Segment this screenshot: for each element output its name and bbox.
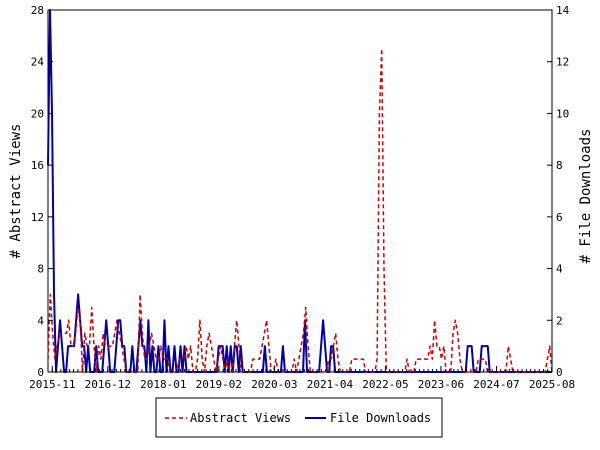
y-right-tick-label: 14	[556, 4, 570, 17]
y-right-tick-label: 2	[556, 314, 563, 327]
y-right-tick-label: 8	[556, 159, 563, 172]
y-right-tick-label: 12	[556, 56, 569, 69]
y-left-tick-label: 12	[31, 211, 44, 224]
legend-label-file-downloads: File Downloads	[330, 411, 431, 425]
x-tick-label: 2025-08	[529, 378, 575, 391]
series-line-file-downloads	[47, 9, 552, 373]
y-left-tick-label: 16	[31, 159, 44, 172]
y-left-tick-label: 8	[37, 263, 44, 276]
x-tick-label: 2016-12	[85, 378, 131, 391]
y-right-tick-label: 0	[556, 366, 563, 379]
y-axis-left-label: # Abstract Views	[8, 124, 24, 259]
x-tick-label: 2023-06	[418, 378, 464, 391]
x-tick-label: 2021-04	[307, 378, 354, 391]
x-tick-label: 2022-05	[362, 378, 408, 391]
y-axis-right: 0 2 4 6 8 10 12 14	[547, 4, 570, 379]
x-tick-label: 2019-02	[196, 378, 242, 391]
series-line-abstract-views	[47, 48, 553, 373]
y-left-tick-label: 0	[37, 366, 44, 379]
y-left-tick-label: 28	[31, 4, 44, 17]
legend-label-abstract-views: Abstract Views	[190, 411, 291, 425]
x-axis: 2015-11 2016-12 2018-01 2019-02 2020-03 2021-…	[29, 366, 575, 391]
plot-frame	[47, 9, 553, 373]
y-left-tick-label: 24	[31, 56, 45, 69]
y-left-tick-label: 4	[37, 314, 44, 327]
x-tick-label: 2018-01	[140, 378, 186, 391]
y-right-tick-label: 6	[556, 211, 563, 224]
x-tick-label: 2020-03	[251, 378, 297, 391]
y-right-tick-label: 10	[556, 107, 569, 120]
legend-box	[155, 397, 443, 438]
y-left-tick-label: 20	[31, 107, 44, 120]
y-axis-left: 0 4 8 12 16 20 24 28	[31, 4, 53, 379]
x-tick-label: 2024-07	[473, 378, 519, 391]
legend: Abstract Views File Downloads	[155, 397, 443, 438]
plot-area	[47, 9, 553, 373]
y-right-tick-label: 4	[556, 263, 563, 276]
y-axis-right-label: # File Downloads	[578, 129, 594, 264]
x-tick-label: 2015-11	[29, 378, 75, 391]
